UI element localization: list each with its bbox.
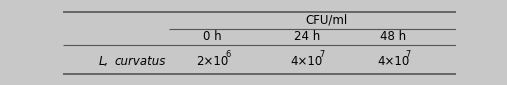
Text: 6: 6 bbox=[225, 50, 230, 59]
Text: 7: 7 bbox=[319, 50, 324, 59]
Text: L,: L, bbox=[99, 55, 109, 68]
Text: 0 h: 0 h bbox=[203, 30, 222, 43]
Text: 4×10: 4×10 bbox=[377, 55, 410, 68]
Text: CFU/ml: CFU/ml bbox=[306, 14, 348, 27]
Text: 4×10: 4×10 bbox=[291, 55, 323, 68]
Text: 48 h: 48 h bbox=[380, 30, 407, 43]
Text: curvatus: curvatus bbox=[115, 55, 166, 68]
Text: 7: 7 bbox=[406, 50, 411, 59]
Text: 2×10: 2×10 bbox=[197, 55, 229, 68]
Text: 24 h: 24 h bbox=[294, 30, 320, 43]
